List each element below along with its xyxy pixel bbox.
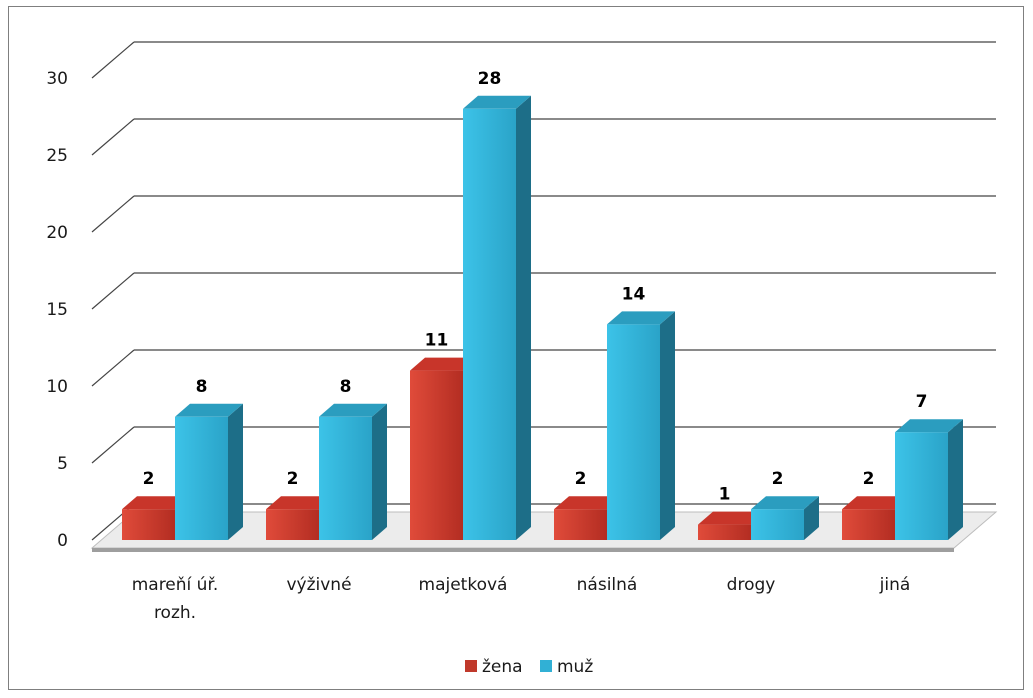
- floor-edge: [92, 548, 954, 552]
- y-tick-label: 25: [46, 146, 68, 166]
- bar-front: [122, 509, 175, 540]
- bar-front: [410, 370, 463, 540]
- y-tick-label: 0: [57, 531, 68, 551]
- bar-top: [319, 403, 387, 417]
- legend-label-muž: muž: [557, 657, 593, 677]
- bars: [122, 95, 963, 541]
- bar-muž-4: [751, 496, 819, 540]
- y-tick-label: 30: [46, 69, 68, 89]
- bar-front: [895, 432, 948, 540]
- gridline-diagonal: [91, 349, 135, 387]
- data-label-žena-3: 2: [575, 469, 587, 489]
- category-label-2: majetková: [419, 575, 508, 595]
- bar-front: [266, 509, 319, 540]
- y-tick-label: 15: [46, 300, 68, 320]
- bar-top: [554, 496, 622, 510]
- data-label-žena-5: 2: [863, 469, 875, 489]
- bar-top: [895, 419, 963, 433]
- y-axis-ticks: 0 5 10 15 20 25 30: [46, 69, 68, 551]
- legend-label-žena: žena: [482, 657, 523, 677]
- bar-top: [698, 511, 766, 525]
- bar-top: [266, 496, 334, 510]
- category-label-5: jiná: [879, 575, 911, 595]
- bar-top: [175, 403, 243, 417]
- bar-side: [516, 95, 531, 541]
- bar-top: [463, 95, 531, 109]
- y-tick-label: 20: [46, 223, 68, 243]
- gridline-diagonal: [91, 272, 135, 310]
- bar-side: [660, 311, 675, 540]
- category-label-0: rozh.: [154, 603, 196, 623]
- data-label-muž-1: 8: [340, 377, 352, 397]
- bar-front: [463, 108, 516, 541]
- data-label-žena-2: 11: [425, 331, 449, 351]
- bar-front: [842, 509, 895, 540]
- legend-swatch-muž: [540, 660, 552, 672]
- data-label-muž-5: 7: [916, 392, 928, 412]
- data-label-muž-2: 28: [478, 69, 502, 89]
- bar-side: [948, 419, 963, 540]
- data-label-muž-4: 2: [772, 469, 784, 489]
- bar-top: [410, 357, 478, 371]
- bar-front: [175, 416, 228, 540]
- bar-side: [804, 496, 819, 540]
- bar-muž-0: [175, 403, 243, 540]
- data-label-žena-0: 2: [143, 469, 155, 489]
- bar-muž-5: [895, 419, 963, 540]
- bar-front: [554, 509, 607, 540]
- data-label-žena-4: 1: [719, 485, 731, 505]
- bar-muž-1: [319, 403, 387, 540]
- y-tick-label: 5: [57, 454, 68, 474]
- gridline-diagonal: [91, 195, 135, 233]
- gridline-diagonal: [91, 426, 135, 464]
- bar-top: [122, 496, 190, 510]
- data-label-muž-0: 8: [196, 377, 208, 397]
- legend-swatch-žena: [465, 660, 477, 672]
- bar-top: [842, 496, 910, 510]
- category-label-0: mareňí úř.: [132, 575, 219, 595]
- gridline-diagonal: [91, 118, 135, 156]
- gridline-diagonal: [91, 41, 135, 79]
- category-label-3: násilná: [577, 575, 638, 595]
- category-label-1: výživné: [286, 575, 351, 595]
- bar-top: [751, 496, 819, 510]
- bar-front: [751, 509, 804, 540]
- data-label-žena-1: 2: [287, 469, 299, 489]
- category-label-4: drogy: [727, 575, 776, 595]
- x-axis-categories: mareňí úř. rozh. výživné majetková násilná dr…: [132, 575, 911, 623]
- legend: žena muž: [465, 657, 593, 677]
- bar-top: [607, 311, 675, 325]
- bar-side: [372, 403, 387, 540]
- bar-front: [607, 324, 660, 540]
- y-tick-label: 10: [46, 377, 68, 397]
- bar-muž-3: [607, 311, 675, 540]
- bar-side: [228, 403, 243, 540]
- bar-muž-2: [463, 95, 531, 541]
- bar-front: [319, 416, 372, 540]
- data-label-muž-3: 14: [622, 284, 646, 304]
- bar-front: [698, 524, 751, 540]
